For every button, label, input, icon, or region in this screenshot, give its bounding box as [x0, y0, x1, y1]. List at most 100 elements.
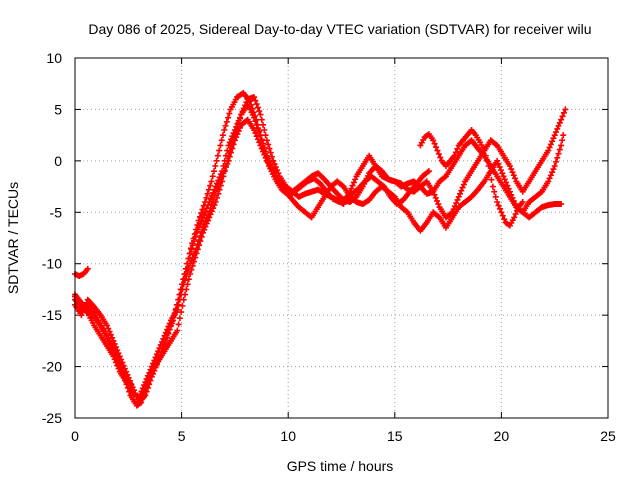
chart-title: Day 086 of 2025, Sidereal Day-to-day VTE… [88, 21, 591, 37]
data-point [482, 152, 489, 159]
data-point [251, 94, 258, 101]
data-point [197, 238, 204, 245]
data-point [274, 167, 281, 174]
data-point [152, 354, 159, 361]
data-point [256, 108, 263, 115]
data-point [257, 142, 264, 149]
data-point [261, 151, 268, 158]
data-point [237, 115, 244, 122]
data-point [508, 166, 515, 173]
data-point [153, 351, 160, 358]
data-point [197, 220, 204, 227]
series-trace-2 [72, 101, 565, 406]
data-point [174, 327, 181, 334]
x-tick-label: 0 [71, 428, 79, 444]
data-point [514, 207, 521, 214]
data-point [194, 246, 201, 253]
data-point [109, 334, 116, 341]
data-point [228, 144, 235, 151]
y-axis-title: SDTVAR / TECUs [5, 182, 21, 294]
data-point [506, 163, 513, 169]
data-point [260, 148, 267, 155]
data-point [174, 307, 181, 313]
data-point [225, 152, 232, 159]
data-point [453, 200, 460, 207]
data-point [484, 157, 491, 164]
data-point [119, 359, 126, 366]
data-point [243, 99, 250, 106]
data-point [560, 109, 567, 116]
data-point [218, 137, 225, 144]
data-point [179, 302, 186, 309]
data-point [208, 178, 215, 185]
data-point [434, 147, 441, 154]
data-point [129, 384, 136, 391]
data-point [558, 116, 565, 123]
data-point [189, 242, 196, 249]
data-point [450, 206, 457, 213]
data-point [437, 154, 444, 161]
series-trace-3 [72, 116, 567, 401]
data-point [519, 199, 526, 205]
data-point [219, 178, 226, 185]
data-point [552, 158, 559, 165]
data-point [496, 164, 503, 171]
data-point [210, 205, 217, 212]
data-point [190, 238, 197, 245]
data-point [457, 190, 464, 197]
data-point [254, 104, 261, 111]
data-point [109, 345, 116, 352]
data-point [182, 291, 189, 298]
data-point [118, 356, 125, 363]
data-point [499, 212, 506, 219]
y-tick-label: 0 [54, 153, 62, 169]
data-point [141, 387, 148, 394]
data-point [350, 179, 357, 186]
data-point [135, 399, 142, 406]
data-point [156, 345, 163, 352]
data-point [503, 179, 510, 186]
data-point [205, 186, 212, 193]
data-point [352, 176, 359, 183]
data-point [216, 147, 223, 154]
data-point [257, 132, 264, 139]
data-point [157, 341, 164, 348]
data-point [558, 201, 565, 208]
data-point [161, 332, 168, 339]
data-point [501, 216, 508, 223]
data-point [220, 173, 227, 180]
data-point [217, 142, 224, 149]
data-point [229, 140, 236, 147]
data-point [105, 325, 112, 332]
data-point [431, 191, 438, 198]
data-point [106, 328, 113, 335]
data-point [112, 344, 119, 351]
x-tick-label: 20 [494, 428, 510, 444]
data-point [267, 149, 274, 156]
data-point [488, 176, 495, 183]
data-point [130, 387, 137, 394]
data-point [504, 182, 511, 189]
data-point [495, 202, 502, 209]
data-point [175, 321, 182, 328]
data-point [452, 149, 459, 156]
data-point [178, 309, 185, 316]
data-point [165, 323, 172, 330]
y-tick-label: -15 [42, 307, 62, 323]
data-point [201, 226, 208, 233]
data-point [348, 185, 355, 192]
data-point [175, 301, 182, 308]
data-point [214, 152, 221, 159]
data-point [115, 350, 122, 357]
data-point [430, 188, 437, 195]
data-point [512, 201, 519, 208]
data-point [139, 390, 146, 397]
data-point [202, 208, 209, 215]
data-point [256, 128, 263, 135]
data-point [454, 145, 461, 152]
data-point [183, 286, 190, 293]
data-point [190, 258, 197, 265]
data-point [552, 129, 559, 136]
data-point [107, 341, 114, 348]
data-point [226, 110, 233, 117]
